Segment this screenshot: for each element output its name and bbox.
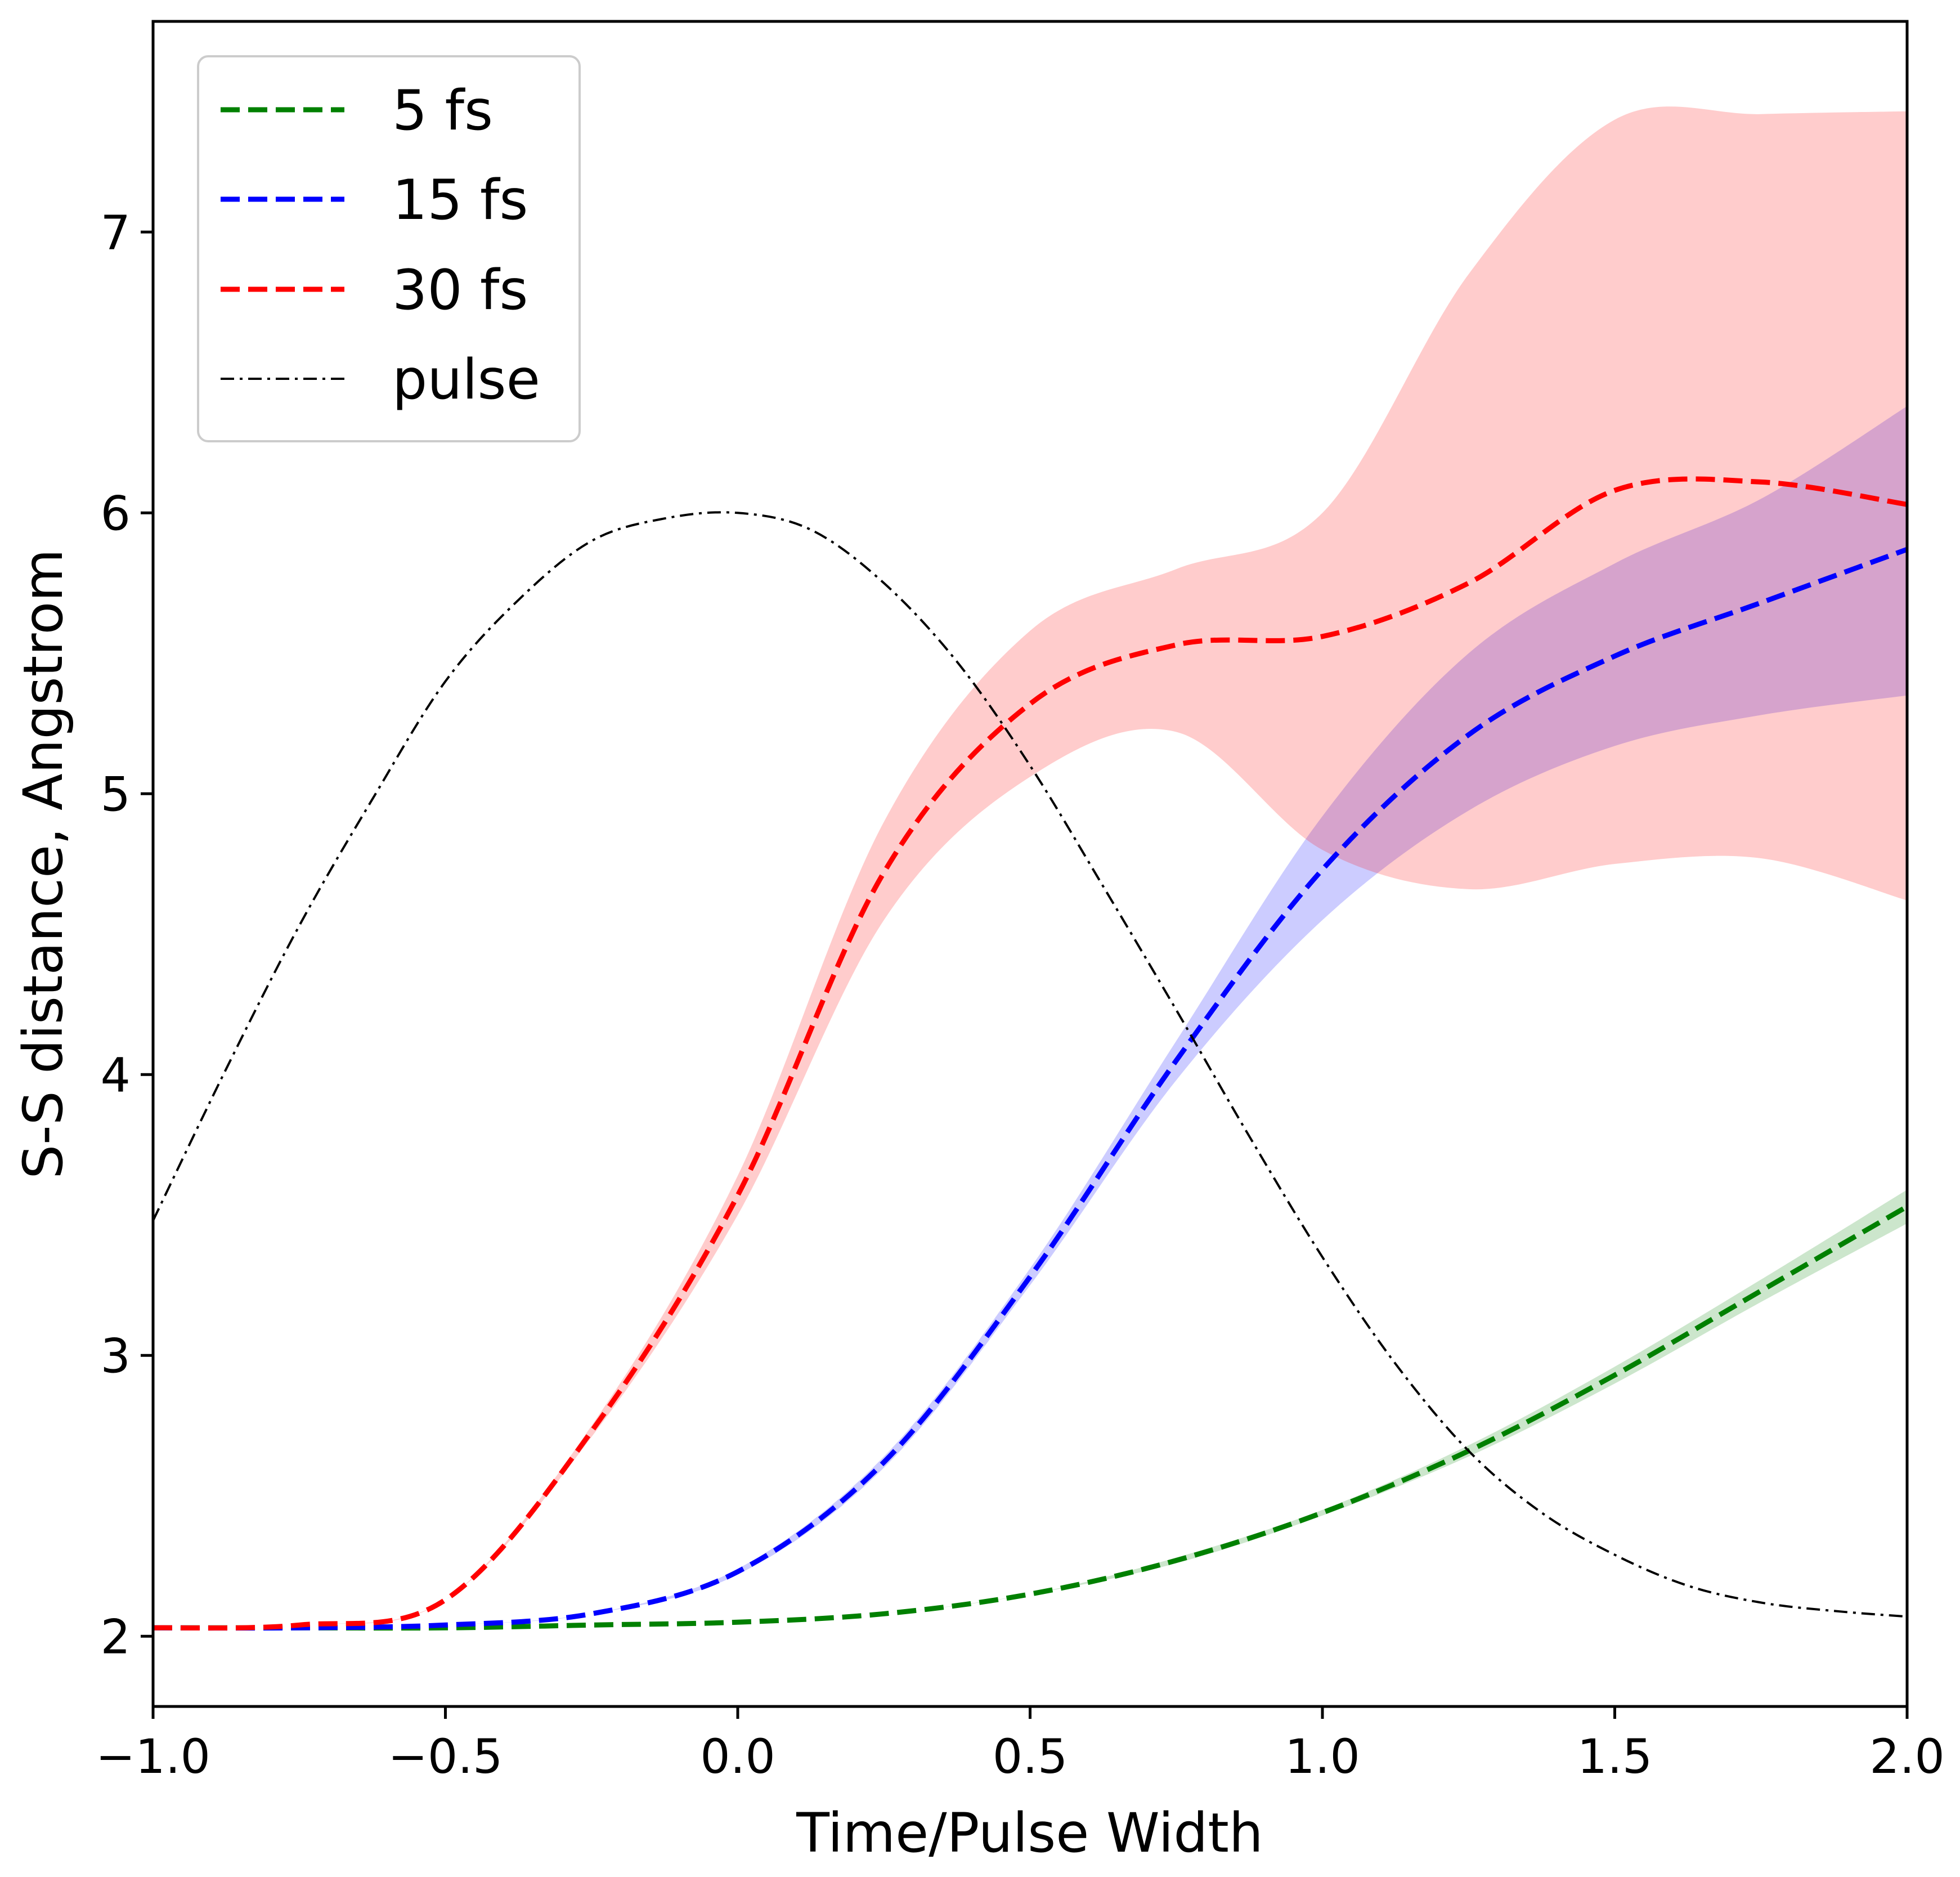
x-axis-ticks: −1.0 −0.5 0.0 0.5 1.0 1.5 2.0 (96, 1706, 1945, 1784)
x-tick-label: 2.0 (1869, 1729, 1945, 1784)
x-tick-label: −0.5 (388, 1729, 503, 1784)
legend: 5 fs 15 fs 30 fs pulse (197, 55, 581, 442)
y-axis-label: S-S distance, Angstrom (12, 549, 75, 1179)
y-tick-label: 3 (101, 1328, 131, 1383)
y-tick-label: 2 (101, 1609, 131, 1664)
x-axis-label: Time/Pulse Width (796, 1802, 1263, 1865)
legend-label-5fs: 5 fs (392, 79, 493, 143)
series-line-5fs (153, 1204, 1909, 1631)
x-tick-label: 0.5 (993, 1729, 1068, 1784)
series-line-pulse (152, 511, 1908, 1618)
y-tick-label: 4 (101, 1047, 131, 1103)
y-tick-label: 6 (101, 486, 131, 541)
legend-label-15fs: 15 fs (392, 168, 528, 232)
y-axis-ticks: 2 3 4 5 6 7 (101, 205, 153, 1664)
y-tick-label: 7 (101, 205, 131, 260)
legend-label-pulse: pulse (392, 348, 540, 412)
x-tick-label: 1.0 (1285, 1729, 1360, 1784)
y-tick-label: 5 (101, 767, 131, 822)
series-lines (152, 476, 1909, 1631)
x-tick-label: 1.5 (1577, 1729, 1653, 1784)
legend-box (197, 55, 581, 442)
x-tick-label: 0.0 (700, 1729, 775, 1784)
legend-label-30fs: 30 fs (392, 258, 528, 322)
x-tick-label: −1.0 (96, 1729, 210, 1784)
band-5fs (153, 1189, 1907, 1628)
band-15fs (153, 406, 1907, 1628)
series-line-30fs (153, 476, 1908, 1631)
band-30fs (153, 106, 1907, 1628)
series-line-15fs (153, 546, 1908, 1631)
